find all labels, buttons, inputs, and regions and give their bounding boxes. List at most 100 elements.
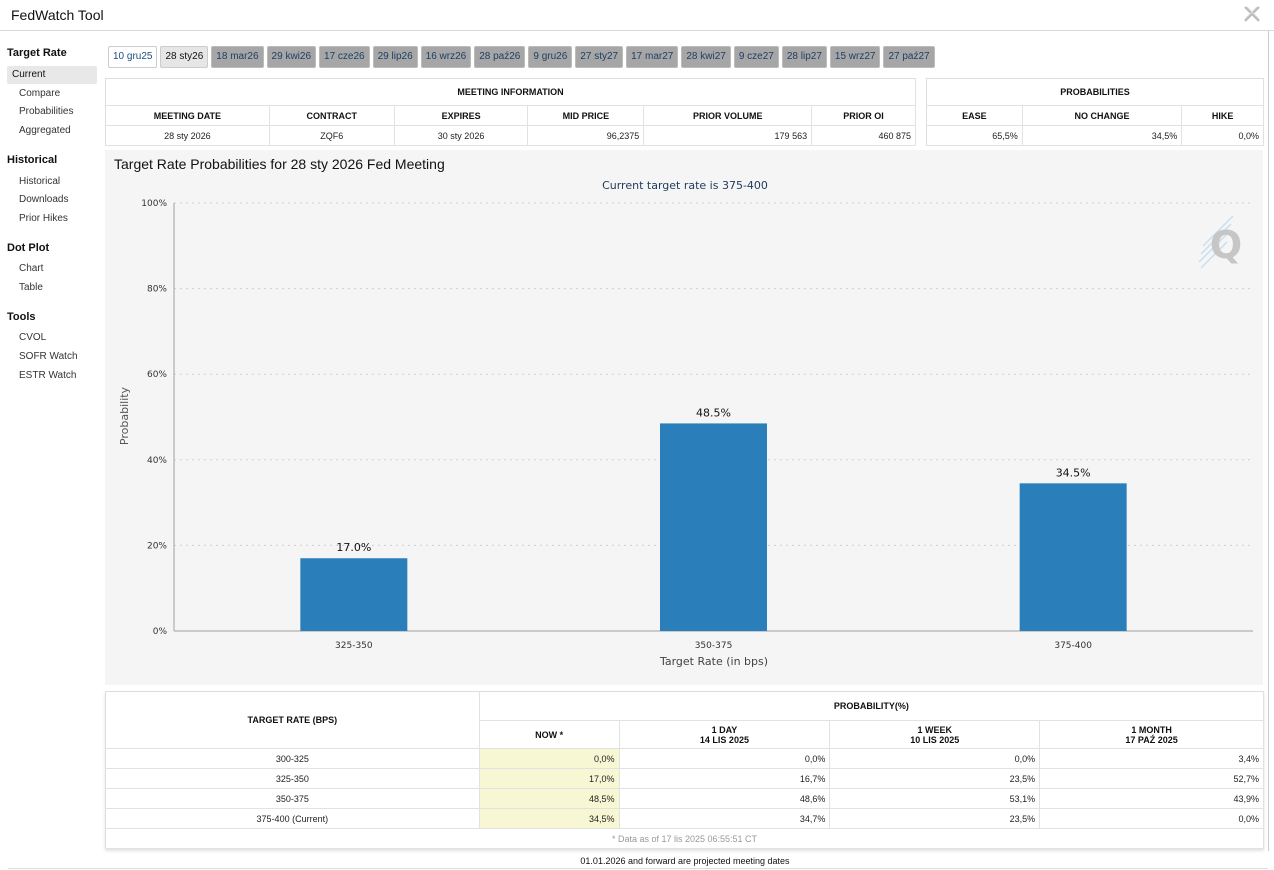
- probability-group-header: PROBABILITY(%): [479, 691, 1265, 721]
- chart-subtitle: Current target rate is 375-400: [602, 179, 768, 192]
- sidebar-item-chart[interactable]: Chart: [19, 263, 44, 274]
- one-week-header: 1 WEEK 10 LIS 2025: [829, 720, 1041, 749]
- header-line: 1 MONTH: [1131, 724, 1172, 735]
- sidebar-item-estr-watch[interactable]: ESTR Watch: [19, 370, 77, 381]
- now-probability-cell: 0,0%: [479, 748, 620, 769]
- probability-comparison-table: TARGET RATE (BPS) PROBABILITY(%) NOW * 1…: [105, 691, 1265, 849]
- sidebar-item-table[interactable]: Table: [19, 282, 43, 293]
- tab-meeting-date[interactable]: 28 kwi27: [681, 46, 731, 68]
- y-tick-label: 100%: [141, 199, 167, 209]
- table-row: 375-400 (Current) 34,5% 34,7% 23,5% 0,0%: [105, 808, 1264, 829]
- column-header: MID PRICE: [527, 105, 645, 126]
- tab-meeting-date[interactable]: 29 lip26: [372, 46, 418, 68]
- sidebar-item-current[interactable]: Current: [7, 66, 97, 84]
- x-tick-label: 325-350: [335, 641, 373, 651]
- data-label: 34.5%: [1056, 466, 1091, 479]
- probability-cell: 3,4%: [1039, 748, 1264, 769]
- header-date: 14 LIS 2025: [699, 734, 749, 745]
- column-header: CONTRACT: [269, 105, 395, 126]
- target-rate-header: TARGET RATE (BPS): [105, 691, 480, 749]
- tab-meeting-date[interactable]: 17 mar27: [626, 46, 679, 68]
- tab-meeting-date[interactable]: 9 cze27: [733, 46, 779, 68]
- column-header: EASE: [926, 105, 1023, 126]
- y-axis-title: Probability: [118, 386, 131, 445]
- probability-cell: 16,7%: [619, 768, 831, 789]
- table-row: 325-350 17,0% 16,7% 23,5% 52,7%: [105, 768, 1264, 789]
- probability-cell: 23,5%: [829, 808, 1041, 829]
- chart-title: Target Rate Probabilities for 28 sty 202…: [114, 156, 445, 172]
- tab-meeting-date[interactable]: 16 wrz26: [420, 46, 472, 68]
- header-date: 10 LIS 2025: [910, 734, 960, 745]
- close-icon[interactable]: [1242, 4, 1262, 24]
- sidebar-section-title: Target Rate: [7, 47, 67, 59]
- sidebar-section: Dot Plot Chart Table: [0, 239, 100, 297]
- target-rate-cell: 300-325: [105, 748, 480, 769]
- column-header: HIKE: [1181, 105, 1264, 126]
- tab-meeting-date[interactable]: 27 paź27: [883, 46, 935, 68]
- sidebar-section-title: Historical: [7, 154, 58, 166]
- now-probability-cell: 17,0%: [479, 768, 620, 789]
- data-label: 17.0%: [336, 541, 371, 554]
- tab-meeting-date[interactable]: 28 lip27: [781, 46, 827, 68]
- probability-cell: 0,0%: [829, 748, 1041, 769]
- y-tick-label: 80%: [147, 285, 167, 295]
- sidebar-section: Tools CVOL SOFR Watch ESTR Watch: [0, 308, 100, 385]
- projected-dates-note: 01.01.2026 and forward are projected mee…: [580, 856, 790, 866]
- sidebar-item-historical[interactable]: Historical: [19, 176, 61, 187]
- no-change-value: 34,5%: [1022, 125, 1183, 146]
- prior-oi-value: 460 875: [811, 125, 916, 146]
- table-row: 300-325 0,0% 0,0% 0,0% 3,4%: [105, 748, 1264, 769]
- sidebar-section: Historical Historical Downloads Prior Hi…: [0, 151, 100, 228]
- probability-bar-chart: Current target rate is 375-400 Q 0% 20% 40…: [118, 179, 1253, 668]
- sidebar-item-prior-hikes[interactable]: Prior Hikes: [19, 213, 68, 224]
- now-label: NOW *: [535, 729, 564, 740]
- window-right-border: [1268, 31, 1269, 851]
- probability-cell: 52,7%: [1039, 768, 1264, 789]
- column-header: PRIOR VOLUME: [643, 105, 813, 126]
- sidebar-nav: Target Rate Current Compare Probabilitie…: [0, 44, 100, 385]
- sidebar-item-aggregated[interactable]: Aggregated: [19, 125, 71, 136]
- probabilities-summary-table: PROBABILITIES EASE NO CHANGE HIKE 65,5% …: [926, 78, 1264, 146]
- tab-meeting-date[interactable]: 18 mar26: [211, 46, 264, 68]
- sidebar-item-cvol[interactable]: CVOL: [19, 332, 47, 343]
- tab-meeting-date[interactable]: 10 gru25: [108, 46, 158, 68]
- prior-volume-value: 179 563: [643, 125, 813, 146]
- header-line: 1 WEEK: [917, 724, 953, 735]
- tab-meeting-date[interactable]: 17 cze26: [319, 46, 370, 68]
- header-date: 17 PAŹ 2025: [1125, 734, 1178, 745]
- sidebar-item-downloads[interactable]: Downloads: [19, 194, 69, 205]
- probability-cell: 43,9%: [1039, 788, 1264, 809]
- footer-divider: [8, 868, 1268, 869]
- probability-cell: 48,6%: [619, 788, 831, 809]
- tab-meeting-date[interactable]: 29 kwi26: [266, 46, 317, 68]
- column-header: PRIOR OI: [811, 105, 916, 126]
- one-month-header: 1 MONTH 17 PAŹ 2025: [1039, 720, 1264, 749]
- probability-cell: 53,1%: [829, 788, 1041, 809]
- tab-meeting-date[interactable]: 15 wrz27: [829, 46, 881, 68]
- probability-cell: 23,5%: [829, 768, 1041, 789]
- sidebar-item-compare[interactable]: Compare: [19, 88, 61, 99]
- watermark-letter: Q: [1210, 223, 1242, 267]
- now-probability-cell: 48,5%: [479, 788, 620, 809]
- y-tick-label: 40%: [147, 456, 167, 466]
- tab-meeting-date[interactable]: 9 gru26: [528, 46, 573, 68]
- sidebar-section-title: Dot Plot: [7, 242, 50, 254]
- hike-value: 0,0%: [1181, 125, 1264, 146]
- bar-325-350[interactable]: [300, 558, 408, 631]
- sidebar-item-probabilities[interactable]: Probabilities: [19, 106, 74, 117]
- tab-meeting-date[interactable]: 28 sty26: [160, 46, 209, 68]
- one-day-header: 1 DAY 14 LIS 2025: [619, 720, 831, 749]
- tab-meeting-date[interactable]: 28 paź26: [474, 46, 526, 68]
- bar-350-375[interactable]: [660, 423, 767, 631]
- quikstrike-watermark: Q: [1198, 215, 1242, 269]
- tab-meeting-date[interactable]: 27 sty27: [575, 46, 624, 68]
- probability-cell: 34,7%: [619, 808, 831, 829]
- data-timestamp-note: * Data as of 17 lis 2025 06:55:51 CT: [105, 828, 1264, 849]
- bar-375-400[interactable]: [1019, 483, 1127, 631]
- x-tick-label: 350-375: [695, 641, 733, 651]
- now-header: NOW *: [479, 720, 620, 749]
- sidebar-item-sofr-watch[interactable]: SOFR Watch: [19, 351, 78, 362]
- probabilities-heading: PROBABILITIES: [926, 78, 1264, 106]
- header-line: 1 DAY: [711, 724, 738, 735]
- sidebar-section-title: Tools: [7, 311, 36, 323]
